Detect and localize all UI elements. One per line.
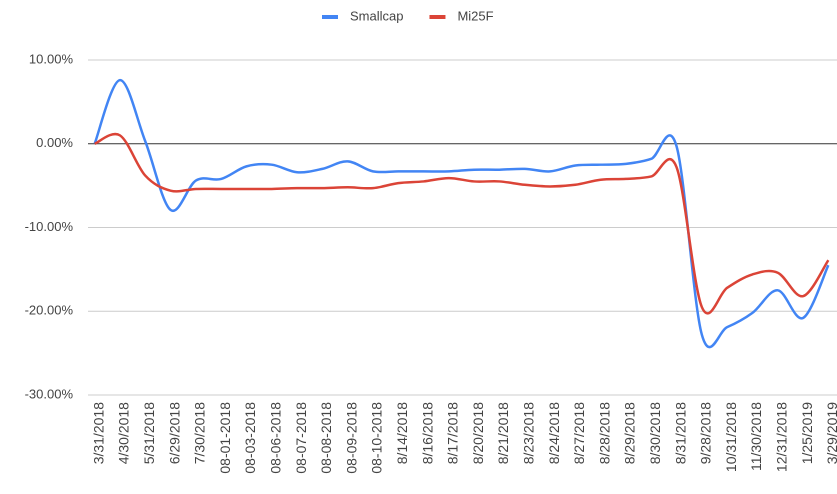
- y-tick-label: -10.00%: [25, 219, 74, 234]
- x-tick-label: 8/28/2018: [596, 402, 612, 464]
- x-tick-label: 4/30/2018: [116, 402, 132, 464]
- x-tick-label: 8/31/2018: [672, 402, 688, 464]
- legend-label: Smallcap: [350, 8, 403, 23]
- x-tick-label: 7/30/2018: [192, 402, 208, 464]
- x-tick-label: 8/24/2018: [546, 402, 562, 464]
- x-tick-label: 08-07-2018: [293, 402, 309, 474]
- x-tick-label: 5/31/2018: [141, 402, 157, 464]
- x-tick-label: 6/29/2018: [166, 402, 182, 464]
- x-tick-label: 3/31/2018: [90, 402, 106, 464]
- y-tick-label: -20.00%: [25, 303, 74, 318]
- legend-label: Mi25F: [457, 8, 493, 23]
- x-tick-label: 9/28/2018: [698, 402, 714, 464]
- x-tick-label: 08-06-2018: [267, 402, 283, 474]
- x-tick-label: 8/30/2018: [647, 402, 663, 464]
- x-tick-label: 08-10-2018: [369, 402, 385, 474]
- x-tick-label: 11/30/2018: [748, 402, 764, 471]
- x-tick-label: 8/23/2018: [520, 402, 536, 464]
- x-tick-label: 3/29/2019: [824, 402, 837, 464]
- x-tick-label: 8/20/2018: [470, 402, 486, 464]
- x-tick-label: 12/31/2018: [773, 402, 789, 472]
- series-line: [94, 132, 830, 315]
- y-tick-label: -30.00%: [25, 386, 74, 401]
- x-tick-label: 8/17/2018: [445, 402, 461, 464]
- x-tick-label: 8/16/2018: [419, 402, 435, 464]
- x-tick-label: 8/14/2018: [394, 402, 410, 464]
- x-tick-label: 8/27/2018: [571, 402, 587, 464]
- x-tick-label: 8/29/2018: [622, 402, 638, 464]
- x-tick-label: 08-09-2018: [343, 402, 359, 474]
- y-tick-label: 10.00%: [29, 51, 74, 66]
- x-tick-label: 08-01-2018: [217, 402, 233, 474]
- y-tick-label: 0.00%: [36, 135, 73, 150]
- x-tick-label: 10/31/2018: [723, 402, 739, 472]
- x-tick-label: 1/25/2019: [799, 402, 815, 464]
- x-tick-label: 08-08-2018: [318, 402, 334, 474]
- series-line: [93, 78, 830, 349]
- x-tick-label: 8/21/2018: [495, 402, 511, 464]
- x-tick-label: 08-03-2018: [242, 402, 258, 474]
